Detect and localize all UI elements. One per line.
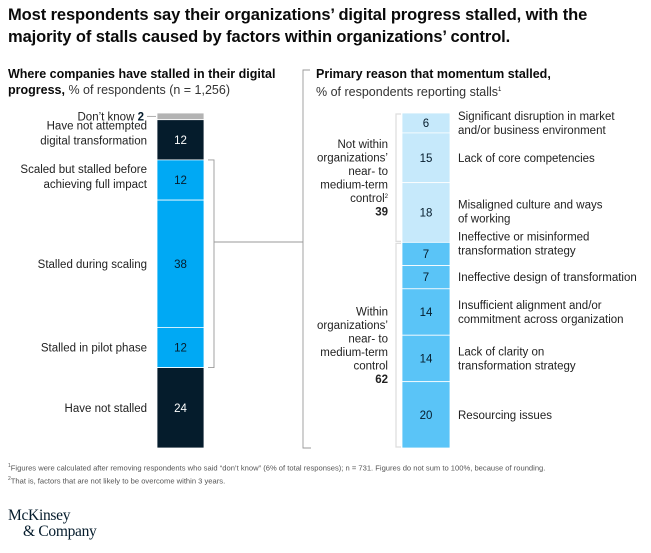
left-category-label: digital transformation (40, 136, 147, 148)
left-bar-segment (156, 367, 205, 449)
group-label: Within (356, 306, 388, 318)
group-label: control2 (350, 193, 389, 205)
group-label: medium-term (320, 347, 388, 359)
group-total: 62 (375, 374, 388, 386)
left-bar-segment (156, 119, 205, 161)
right-reason-label: Ineffective design of transformation (458, 272, 637, 284)
left-bar-segment (156, 199, 205, 328)
right-outer-bracket (302, 69, 311, 449)
group-label: near- to (348, 333, 388, 345)
left-category-label: Don’t know 2 (78, 111, 145, 123)
right-bar-value-label: 14 (420, 307, 433, 319)
right-reason-label: transformation strategy (458, 360, 576, 372)
left-bar-segment (156, 326, 205, 368)
group-label: Not within (338, 139, 389, 151)
right-bar-value-label: 7 (423, 249, 429, 261)
group-label: control (353, 360, 388, 372)
right-reason-label: and/or business environment (458, 125, 606, 137)
right-bar-value-label: 20 (420, 410, 433, 422)
group-bracket (395, 113, 401, 242)
left-bar-value-label: 12 (174, 343, 187, 355)
group-total: 39 (375, 206, 388, 218)
footnotes: 1Figures were calculated after removing … (8, 461, 648, 486)
right-bar-segment (401, 132, 451, 184)
footnote-2: 2That is, factors that are not likely to… (8, 475, 226, 486)
right-reason-label: Insufficient alignment and/or (458, 300, 602, 312)
right-bar-segment (401, 182, 451, 243)
right-reason-label: Misaligned culture and ways (458, 200, 603, 212)
right-reason-label: transformation strategy (458, 245, 576, 257)
right-reason-label: Resourcing issues (458, 410, 552, 422)
left-bar-value-label: 38 (174, 259, 187, 271)
logo-line-1: McKinsey (8, 507, 71, 524)
left-category-label: achieving full impact (43, 179, 147, 191)
right-bar-value-label: 14 (420, 353, 433, 365)
left-category-label: Have not attempted (47, 121, 147, 133)
left-bar-segment (156, 159, 205, 201)
group-label: organizations’ (317, 320, 388, 332)
group-label: medium-term (320, 179, 388, 191)
right-bar-value-label: 18 (420, 208, 433, 220)
mckinsey-logo: McKinsey & Company (8, 508, 97, 540)
left-panel-heading: Where companies have stalled in their di… (8, 66, 308, 98)
left-category-label: Stalled during scaling (38, 259, 147, 271)
left-heading-light: % of respondents (n = 1,256) (64, 83, 231, 97)
right-bar-value-label: 7 (423, 272, 429, 284)
right-bar-segment (401, 288, 451, 336)
left-bracket (208, 159, 215, 369)
left-bar-segment (156, 112, 205, 121)
right-heading-footnote: 1 (498, 87, 502, 93)
right-bar-segment (401, 381, 451, 449)
right-bar-value-label: 6 (423, 118, 429, 130)
logo-line-2: & Company (23, 523, 97, 540)
right-heading-bold: Primary reason that momentum stalled, (316, 67, 551, 81)
left-category-label: Stalled in pilot phase (41, 343, 147, 355)
left-category-label: Scaled but stalled before (20, 164, 147, 176)
group-label: near- to (348, 166, 388, 178)
right-panel-heading: Primary reason that momentum stalled, % … (316, 66, 646, 100)
chart-title: Most respondents say their organizations… (8, 6, 588, 46)
right-bar-value-label: 15 (420, 153, 433, 165)
right-reason-label: Lack of clarity on (458, 346, 544, 358)
right-reason-label: commitment across organization (458, 314, 624, 326)
right-reason-label: Lack of core competencies (458, 153, 595, 165)
right-heading-light: % of respondents reporting stalls (316, 85, 499, 100)
left-heading-bold: Where companies have stalled in their di… (8, 67, 276, 97)
left-bar-value-label: 12 (174, 135, 187, 147)
group-label: organizations’ (317, 152, 388, 164)
left-bar-value-label: 24 (174, 403, 187, 415)
right-reason-label: Significant disruption in market (458, 111, 615, 123)
right-bar-segment (401, 334, 451, 383)
footnote-1: 1Figures were calculated after removing … (8, 463, 546, 473)
right-reason-label: Ineffective or misinformed (458, 231, 589, 243)
left-bar-value-label: 12 (174, 175, 187, 187)
right-reason-label: of working (458, 214, 510, 226)
left-category-label: Have not stalled (65, 403, 147, 415)
group-bracket (395, 242, 401, 448)
